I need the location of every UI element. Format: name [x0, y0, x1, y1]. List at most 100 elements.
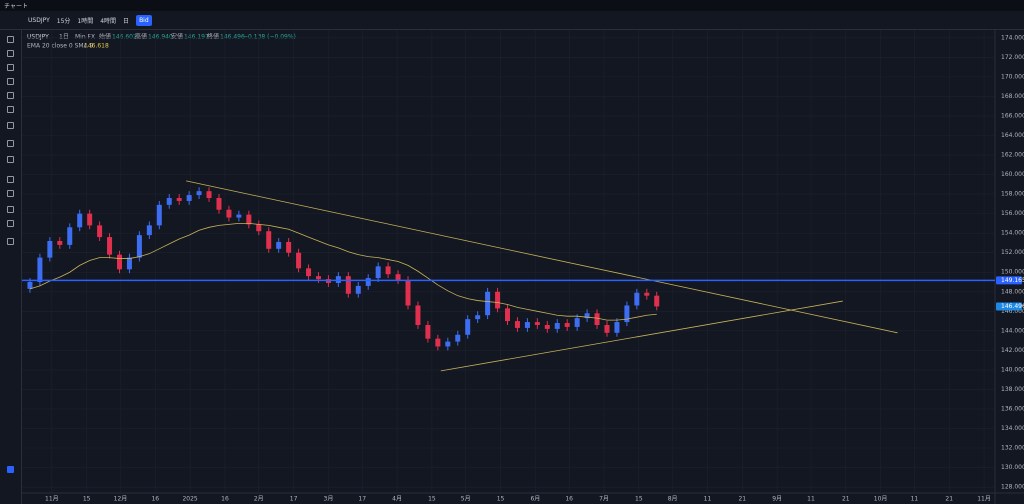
candle-body	[136, 235, 142, 258]
x-tick-label: 15	[497, 496, 505, 503]
candle-body	[644, 292, 650, 296]
candle-body	[544, 324, 550, 329]
y-tick-label: 170.000	[1001, 73, 1024, 80]
drawing-toolbar	[0, 30, 22, 504]
toolbar: USDJPY 15分 1時間 4時間 日 Bid	[0, 11, 1024, 30]
candle-body	[87, 213, 93, 226]
candle-body	[375, 266, 381, 279]
x-tick-label: 5月	[461, 496, 471, 503]
candle-body	[574, 318, 580, 327]
candle-body	[505, 308, 511, 322]
x-tick-label: 15	[428, 496, 436, 503]
candle-body	[584, 313, 590, 319]
candle-body	[107, 237, 113, 255]
indicator-name: EMA 20 close 0 SMA 9	[27, 43, 94, 50]
interval-button[interactable]: 15分	[56, 17, 71, 25]
legend-value: 146.496	[220, 34, 245, 41]
interval-button[interactable]: 4時間	[100, 17, 117, 25]
price-tag-label: 146.496	[1001, 303, 1024, 310]
y-tick-label: 152.000	[1001, 249, 1024, 256]
x-tick-label: 3月	[324, 496, 334, 503]
candle-body	[405, 280, 411, 306]
price-tag	[996, 276, 1022, 285]
candle-body	[654, 295, 660, 307]
candle-body	[47, 240, 53, 258]
candle-body	[57, 240, 63, 245]
tool-icon[interactable]	[7, 64, 14, 71]
title-bar: チャート	[0, 0, 1024, 11]
candle-body	[236, 214, 242, 218]
x-tick-label: 2025	[182, 496, 197, 503]
candle-body	[126, 257, 132, 270]
trendline	[440, 300, 843, 372]
x-tick-label: 16	[565, 496, 573, 503]
x-tick-label: 11月	[45, 496, 59, 503]
candle-body	[116, 254, 122, 270]
interval-button[interactable]: 1時間	[77, 17, 94, 25]
y-tick-label: 146.000	[1001, 308, 1024, 315]
y-tick-label: 166.000	[1001, 112, 1024, 119]
tool-icon[interactable]	[7, 190, 14, 197]
x-tick-label: 15	[635, 496, 643, 503]
y-tick-label: 136.000	[1001, 405, 1024, 412]
y-tick-label: 154.000	[1001, 230, 1024, 237]
candle-body	[435, 338, 441, 347]
tool-icon[interactable]	[7, 106, 14, 113]
tool-icon[interactable]	[7, 50, 14, 57]
legend-source: Min FX	[75, 34, 95, 41]
tool-icon[interactable]	[7, 176, 14, 183]
legend-change: −0.138 (−0.09%)	[243, 34, 296, 41]
candle-body	[355, 285, 361, 294]
x-tick-label: 11	[807, 496, 815, 503]
candle-body	[166, 198, 172, 205]
tool-icon[interactable]	[7, 92, 14, 99]
trendline	[186, 180, 898, 334]
tool-icon[interactable]	[7, 140, 14, 147]
candle-body	[306, 268, 312, 277]
tool-icon[interactable]	[7, 220, 14, 227]
window-title: チャート	[4, 3, 28, 10]
y-tick-label: 134.000	[1001, 425, 1024, 432]
candle-body	[296, 252, 302, 269]
candle-body	[176, 198, 182, 201]
tool-icon[interactable]	[7, 122, 14, 129]
candle-body	[146, 225, 152, 236]
candle-body	[156, 204, 162, 226]
tool-icon[interactable]	[7, 206, 14, 213]
price-tag-label: 149.165	[1001, 277, 1024, 284]
legend-interval: 1日	[59, 34, 69, 41]
x-tick-label: 10月	[874, 496, 888, 503]
tool-icon[interactable]	[7, 156, 14, 163]
tool-icon[interactable]	[7, 36, 14, 43]
tool-icon[interactable]	[7, 78, 14, 85]
candle-body	[345, 276, 351, 294]
x-tick-label: 17	[290, 496, 298, 503]
price-axis	[995, 30, 1024, 504]
x-tick-label: 4月	[392, 496, 402, 503]
chart: USDJPY 1日 Min FX 始値 146.602 高値 146.940 安…	[21, 30, 1024, 504]
candle-body	[67, 227, 73, 245]
x-tick-label: 15	[83, 496, 91, 503]
candle-body	[77, 213, 83, 228]
tool-icon[interactable]	[7, 466, 14, 473]
symbol-button[interactable]: USDJPY	[28, 16, 50, 24]
ema-line	[29, 223, 657, 321]
legend-label: 始値	[99, 33, 111, 41]
y-tick-label: 142.000	[1001, 347, 1024, 354]
legend-value: 146.602	[112, 34, 137, 41]
x-tick-label: 11月	[977, 496, 991, 503]
candle-body	[514, 321, 520, 328]
tool-icon[interactable]	[7, 238, 14, 245]
y-tick-label: 172.000	[1001, 54, 1024, 61]
candle-body	[286, 241, 292, 253]
candle-body	[196, 191, 202, 196]
candle-body	[624, 305, 630, 323]
candle-body	[186, 195, 192, 201]
interval-button[interactable]: 日	[123, 17, 130, 25]
candle-body	[276, 241, 282, 249]
price-type-button[interactable]: Bid	[136, 14, 152, 26]
candle-body	[37, 257, 43, 283]
candle-body	[246, 214, 252, 225]
x-tick-label: 16	[151, 496, 159, 503]
